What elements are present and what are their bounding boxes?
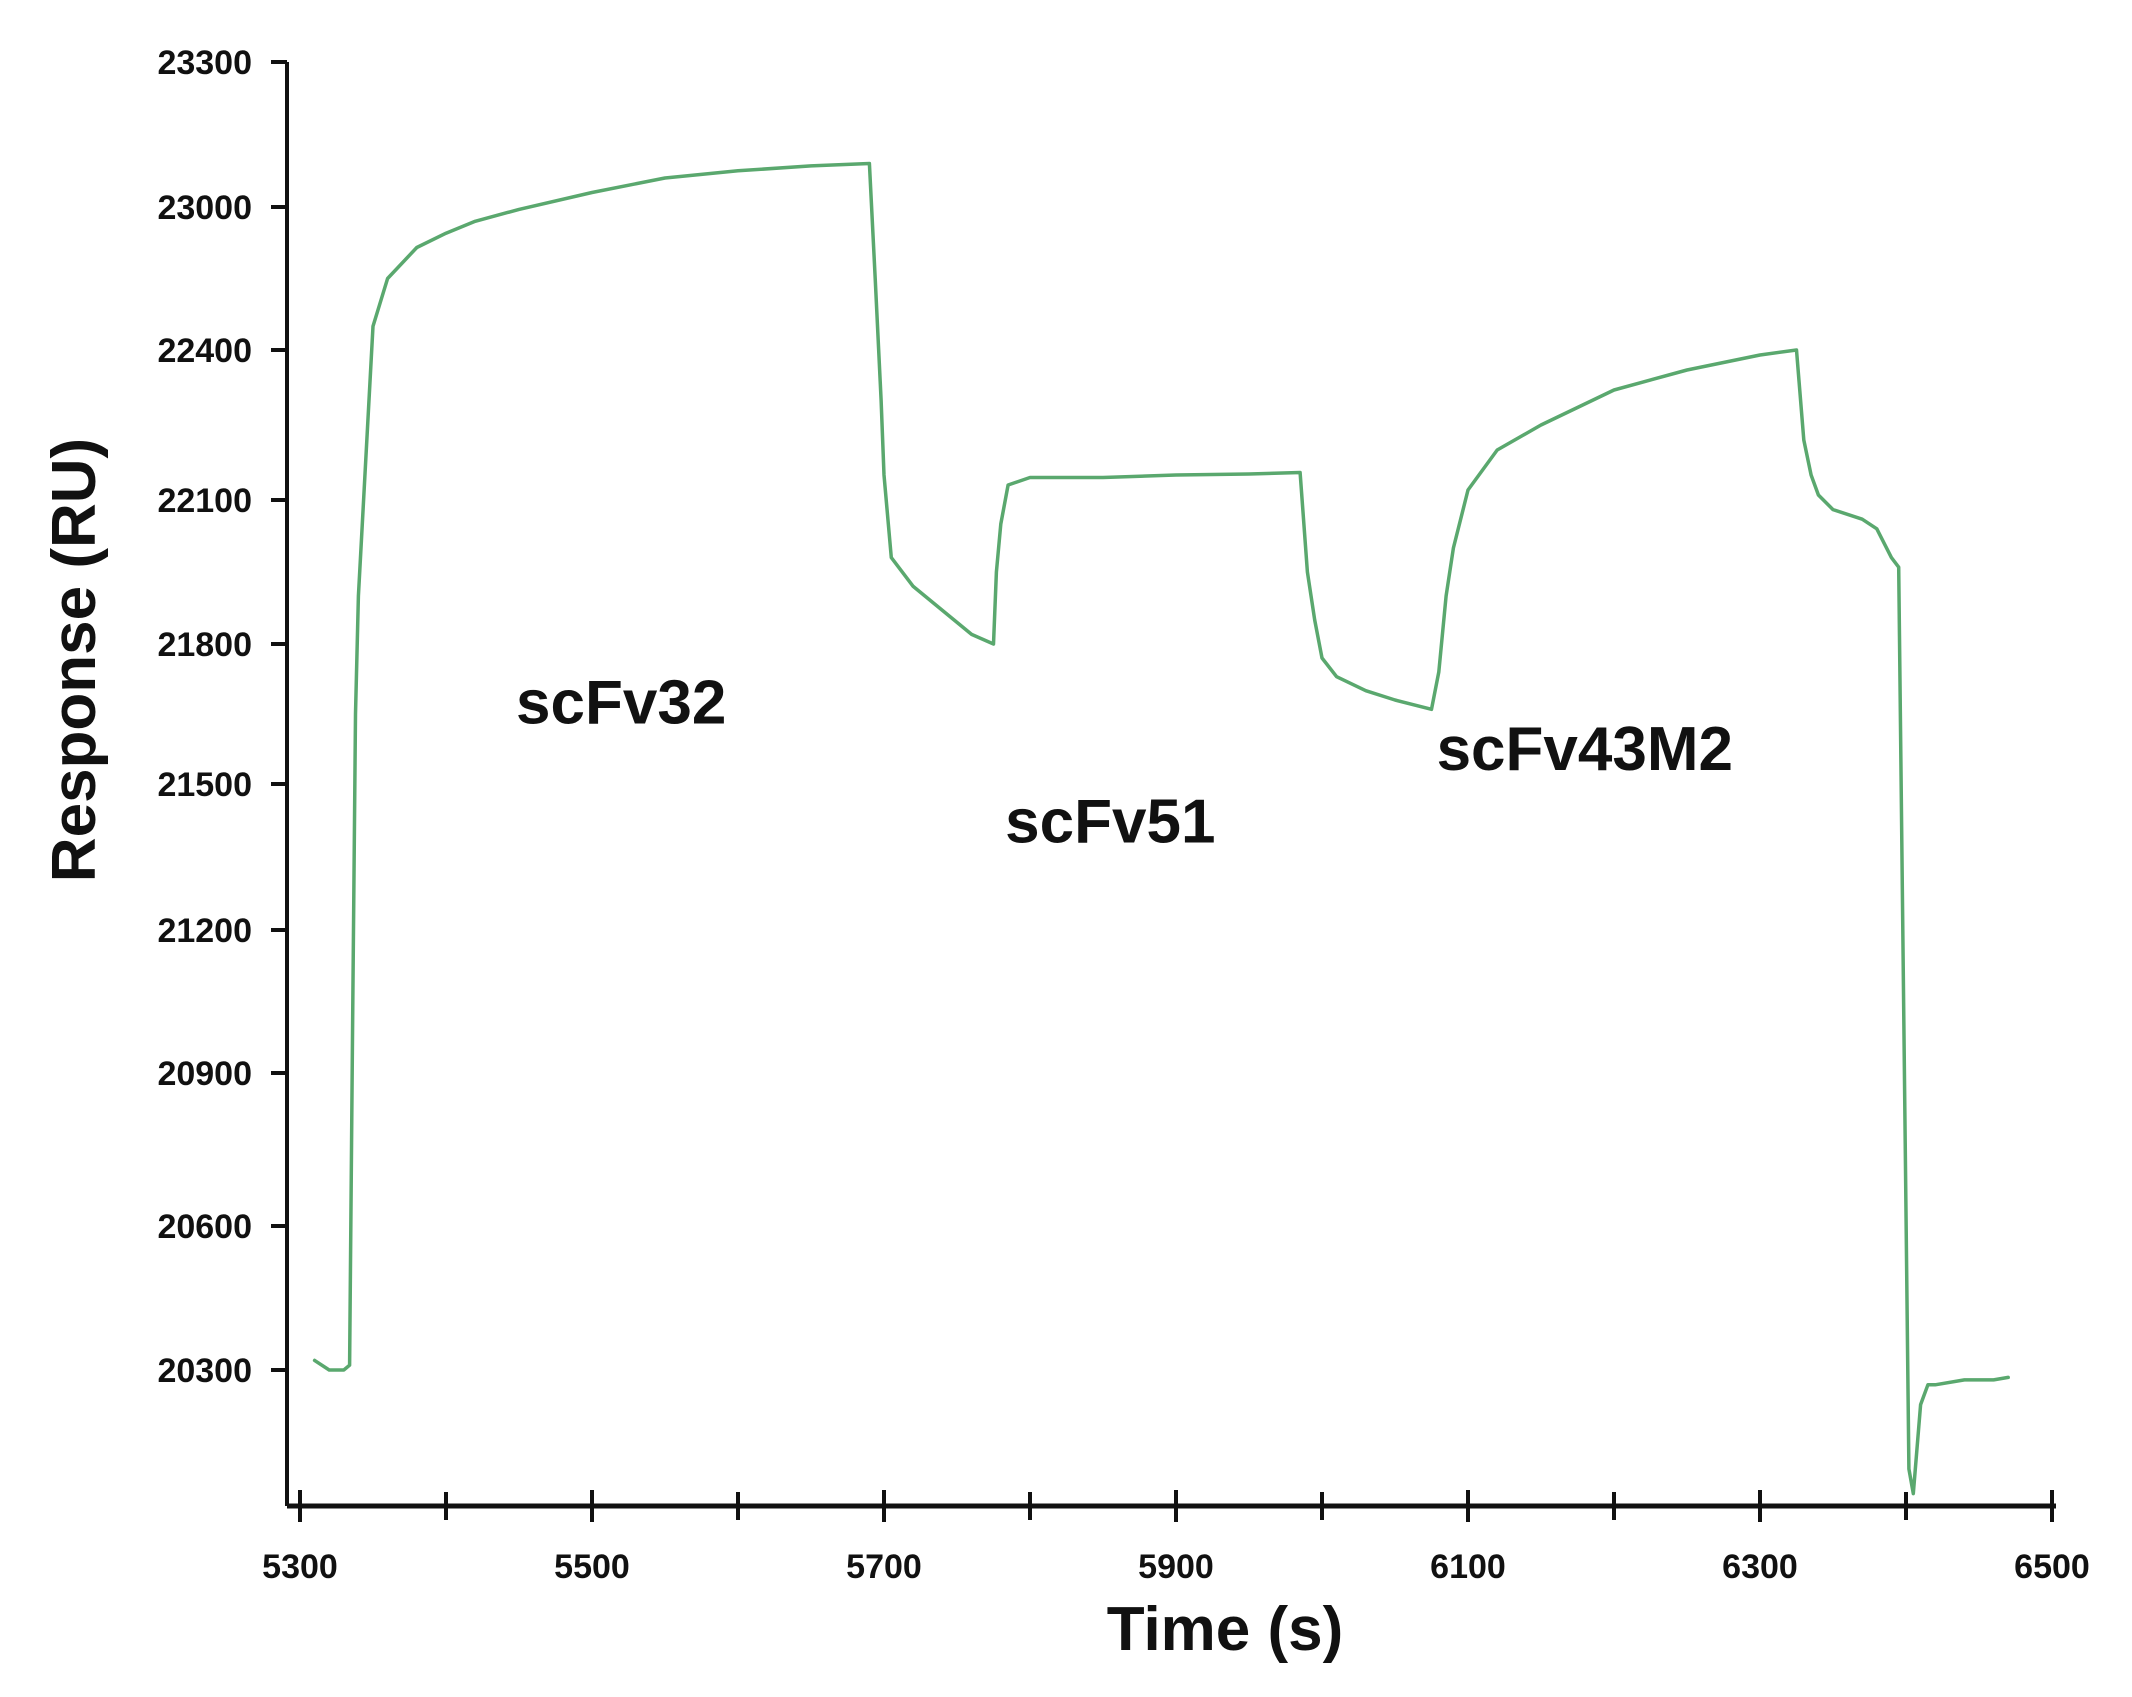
y-axis: 20300 20600 20900 21200 21500 21800 22100 22400… [157, 44, 289, 1506]
x-axis-title: Time (s) [1107, 1595, 1344, 1664]
y-tick-label: 23000 [157, 189, 252, 227]
annotation-label: scFv43M2 [1437, 715, 1733, 784]
x-tick-label: 5300 [262, 1548, 338, 1586]
series-line [312, 161, 2010, 1496]
y-axis-title: Response (RU) [40, 438, 109, 882]
y-tick-label: 22400 [157, 332, 252, 370]
y-tick-label: 21800 [157, 626, 252, 664]
y-tick-label: 23300 [157, 44, 252, 82]
annotations: scFv32 scFv51 scFv43M2 [516, 668, 1733, 856]
y-tick-label: 20300 [157, 1352, 252, 1390]
x-tick-label: 6100 [1430, 1548, 1506, 1586]
y-tick-label: 20900 [157, 1055, 252, 1093]
x-tick-label: 6300 [1722, 1548, 1798, 1586]
x-tick-label: 6500 [2014, 1548, 2090, 1586]
x-axis: 5300 5500 5700 5900 6100 6300 6500 [262, 1490, 2090, 1586]
y-tick-label: 21200 [157, 912, 252, 950]
x-tick-label: 5500 [554, 1548, 630, 1586]
y-tick-label: 21500 [157, 766, 252, 804]
x-tick-label: 5700 [846, 1548, 922, 1586]
annotation-label: scFv51 [1005, 787, 1215, 856]
y-tick-label: 20600 [157, 1208, 252, 1246]
annotation-label: scFv32 [516, 668, 726, 737]
x-tick-label: 5900 [1138, 1548, 1214, 1586]
series-lines [312, 161, 2010, 1496]
y-tick-label: 22100 [157, 482, 252, 520]
